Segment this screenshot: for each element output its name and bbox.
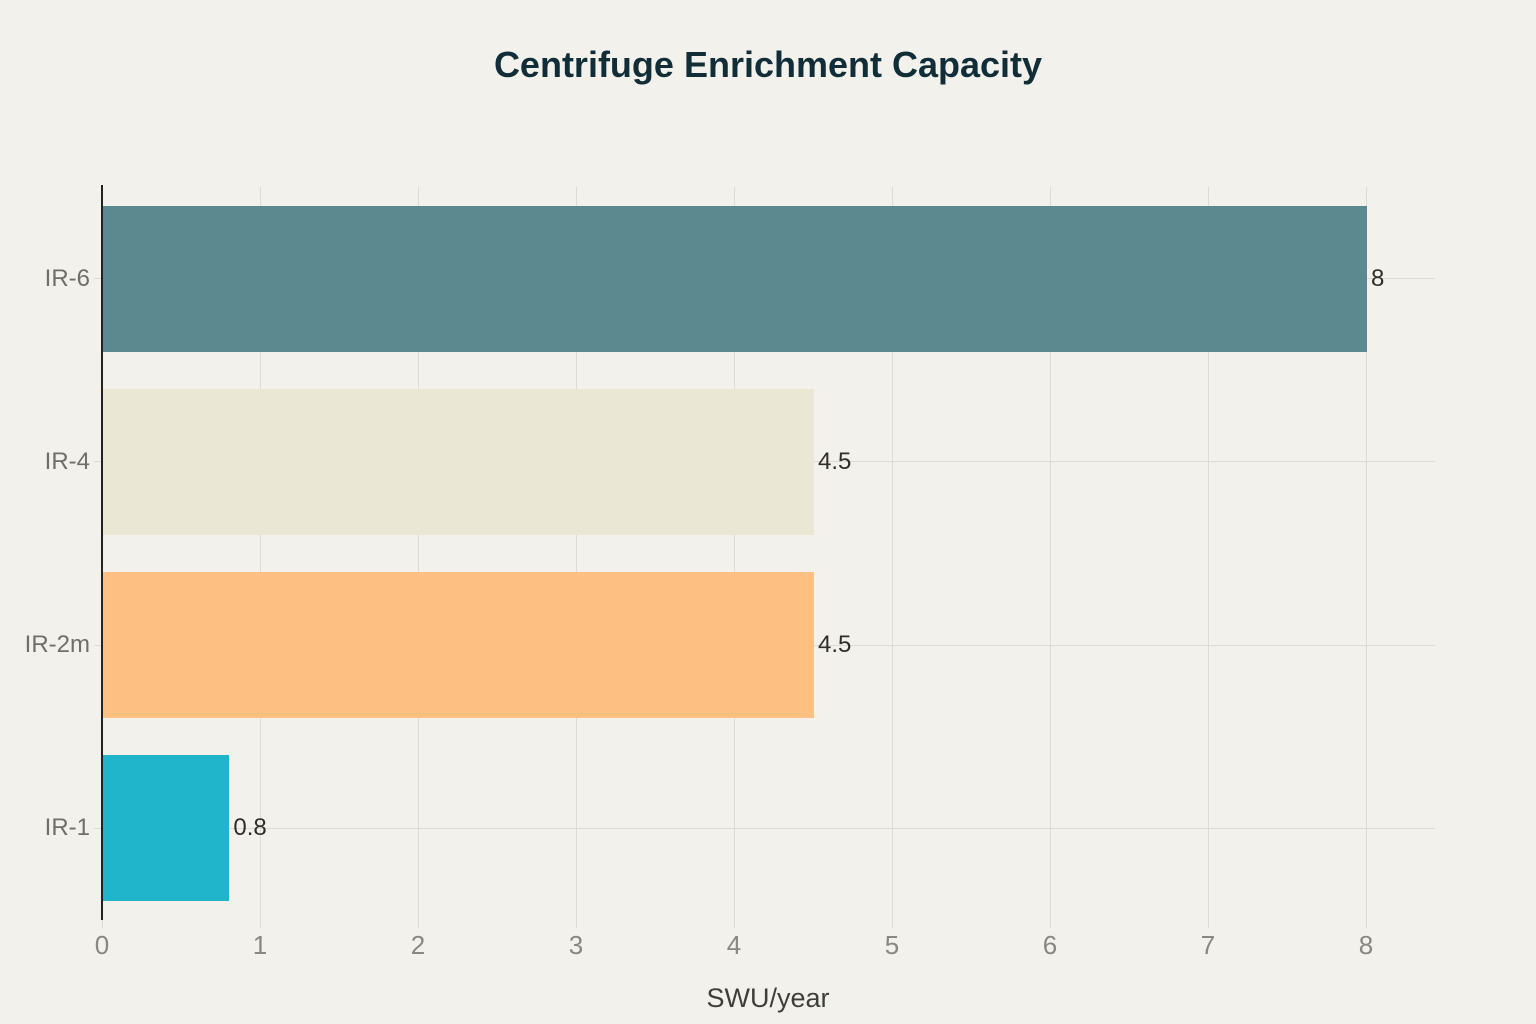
gridline-vertical (734, 187, 735, 928)
x-tick-label: 4 (726, 930, 742, 960)
gridline-vertical (1208, 187, 1209, 928)
x-tick-label: 3 (568, 930, 584, 960)
x-tick-label: 8 (1358, 930, 1374, 960)
y-axis-label: IR-1 (44, 814, 90, 842)
x-tick-label: 7 (1200, 930, 1216, 960)
gridline-vertical (418, 187, 419, 928)
y-tick-mark (94, 461, 102, 463)
x-tick-label: 0 (94, 930, 110, 960)
gridline-vertical (1050, 187, 1051, 928)
y-axis-label: IR-6 (44, 264, 90, 292)
bar (103, 755, 230, 902)
gridline-vertical (1366, 187, 1367, 928)
y-axis-label: IR-4 (44, 447, 90, 475)
y-tick-mark (94, 278, 102, 280)
y-tick-mark (94, 644, 102, 646)
bar-value-label: 8 (1371, 264, 1385, 292)
chart-title: Centrifuge Enrichment Capacity (493, 44, 1043, 85)
bar (103, 572, 814, 719)
y-axis-line (101, 185, 103, 920)
x-tick-label: 2 (410, 930, 426, 960)
gridline-vertical (892, 187, 893, 928)
x-axis-title: SWU/year (706, 983, 830, 1013)
x-tick-label: 6 (1042, 930, 1058, 960)
bar (103, 388, 814, 535)
y-axis-label: IR-2m (24, 631, 90, 659)
gridline-horizontal (102, 827, 1435, 829)
gridline-vertical (260, 187, 261, 928)
y-tick-mark (94, 827, 102, 829)
x-tick-label: 5 (884, 930, 900, 960)
x-tick-label: 1 (252, 930, 268, 960)
bar-value-label: 4.5 (818, 447, 852, 475)
bar-value-label: 0.8 (233, 814, 267, 842)
bar (103, 205, 1367, 352)
gridline-vertical (576, 187, 577, 928)
bar-value-label: 4.5 (818, 631, 852, 659)
x-tick-mark (102, 920, 103, 928)
